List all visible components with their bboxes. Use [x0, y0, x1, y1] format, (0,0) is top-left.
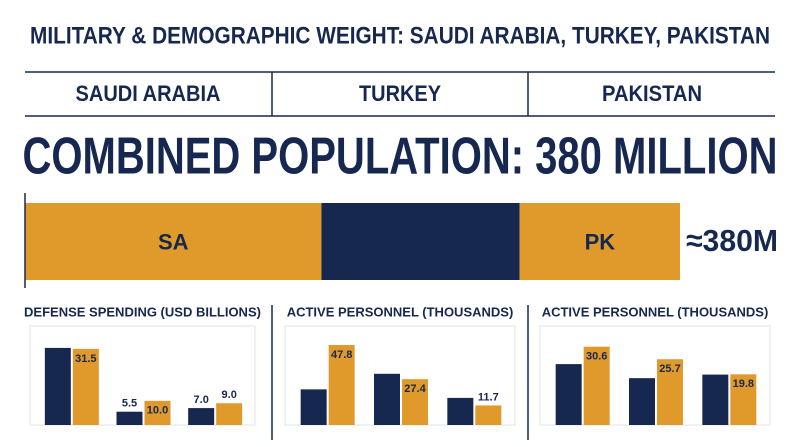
chart-title: ACTIVE PERSONNEL (THOUSANDS): [287, 304, 514, 319]
population-segment: [25, 203, 322, 280]
segment-label: SA: [158, 229, 189, 254]
bar: [475, 405, 502, 425]
bar: [730, 374, 757, 425]
value-label: 30.6: [376, 378, 397, 390]
bar: [657, 359, 683, 425]
bar: [300, 389, 327, 425]
population-segment: [519, 203, 680, 280]
value-label: 18.3: [631, 382, 652, 394]
bar: [702, 374, 729, 425]
bar: [555, 364, 582, 425]
value-label: 7.0: [194, 394, 209, 406]
bar: [144, 400, 171, 425]
value-label: 21.3: [303, 393, 324, 405]
value-label: 47.8: [331, 349, 352, 361]
segment-label: TR: [406, 229, 435, 254]
bar: [216, 403, 243, 425]
bar: [44, 347, 71, 425]
value-label: 31.9: [47, 352, 68, 364]
value-label: 19.7: [705, 378, 726, 390]
country-label: TURKEY: [359, 81, 441, 106]
bar: [328, 345, 355, 425]
population-segment: [321, 203, 520, 280]
value-label: 27.4: [404, 383, 426, 395]
value-label: 23.8: [558, 368, 579, 380]
total-annotation: ≈380M: [686, 223, 778, 258]
bar: [116, 411, 143, 425]
value-label: 19.8: [733, 378, 754, 390]
bar: [447, 397, 474, 425]
value-label: 30.6: [586, 351, 607, 363]
segment-label: PK: [585, 229, 616, 254]
chart-title: COMBINED POPULATION: 380 MILLION: [23, 128, 778, 186]
value-label: 9.0: [222, 389, 237, 401]
value-label: 5.5: [122, 398, 137, 410]
chart-title: DEFENSE SPENDING (USD BILLIONS): [24, 304, 261, 319]
value-label: 31.5: [75, 353, 96, 365]
bar: [72, 348, 99, 425]
value-label: 11.7: [478, 391, 499, 403]
bar: [402, 379, 428, 425]
country-label: SAUDI ARABIA: [76, 81, 221, 106]
chart-title: ACTIVE PERSONNEL (THOUSANDS): [542, 304, 769, 319]
bar: [629, 378, 655, 425]
bar: [374, 373, 400, 425]
value-label: 25.7: [659, 363, 680, 375]
bar: [583, 346, 610, 425]
value-label: 16.2: [450, 402, 471, 414]
page-title: MILITARY & DEMOGRAPHIC WEIGHT: SAUDI ARA…: [30, 22, 770, 49]
value-label: 10.0: [147, 405, 168, 417]
bar: [188, 408, 215, 425]
country-label: PAKISTAN: [602, 81, 702, 106]
